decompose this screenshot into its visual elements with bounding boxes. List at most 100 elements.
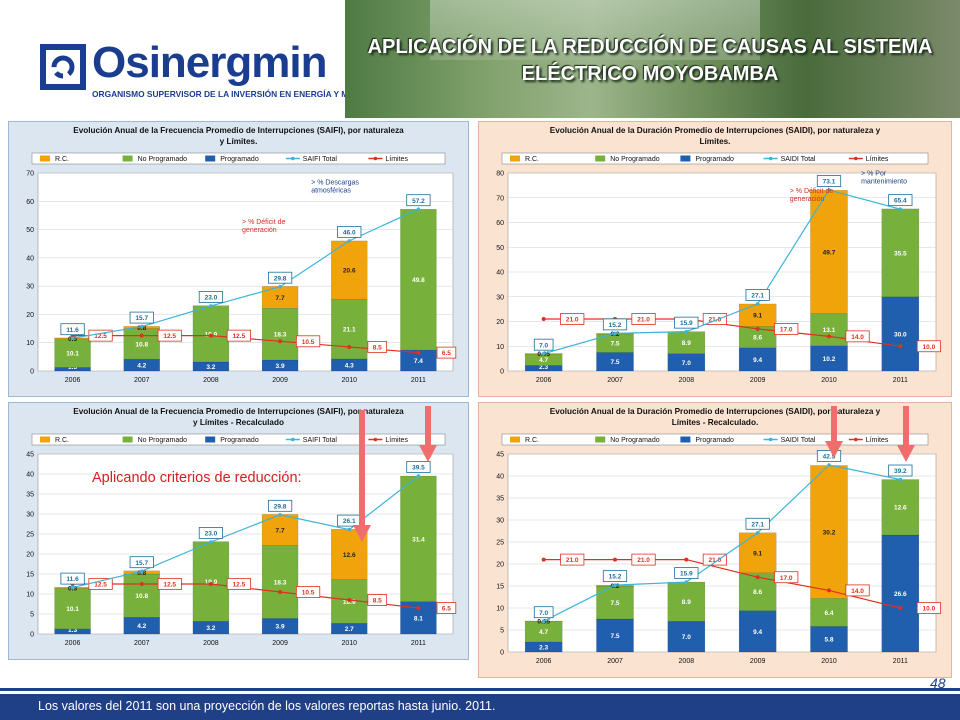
bar-rc-label: 12.6 — [343, 552, 356, 559]
y-tick-label: 0 — [500, 650, 504, 657]
total-label-box — [602, 318, 628, 331]
x-tick-label: 2009 — [272, 640, 288, 647]
total-label: 29.8 — [274, 503, 287, 510]
bar-no-programado — [192, 305, 230, 363]
bar-no-programado — [810, 598, 848, 627]
y-tick-label: 50 — [496, 245, 504, 252]
logo-wordmark: Osinergmin — [92, 38, 327, 87]
limites-label: 17.0 — [780, 575, 793, 582]
legend-marker — [291, 437, 295, 442]
x-tick-label: 2007 — [134, 377, 150, 384]
limites-line — [543, 559, 901, 609]
limites-point — [416, 350, 421, 355]
limites-point — [613, 557, 617, 562]
total-point — [755, 530, 760, 535]
y-tick-label: 10 — [496, 606, 504, 613]
legend-label: SAIDI Total — [781, 437, 816, 444]
total-point — [347, 239, 352, 243]
legend-marker — [373, 437, 378, 442]
legend-swatch — [680, 436, 691, 443]
limites-label-box — [157, 578, 182, 590]
y-tick-label: 20 — [496, 562, 504, 569]
bar-no-programado — [261, 544, 299, 619]
chart-title-line2: y Límites - Recalculado — [193, 418, 284, 427]
y-tick-label: 40 — [496, 474, 504, 481]
bar-programado-label: 3.2 — [206, 625, 215, 632]
x-tick-label: 2009 — [750, 658, 766, 665]
chart-svg: Evolución Anual de la Frecuencia Promedi… — [8, 121, 469, 397]
limites-label: 12.5 — [233, 582, 246, 589]
limites-label: 17.0 — [780, 327, 793, 334]
bar-programado-label: 7.4 — [414, 358, 423, 365]
bar-no-programado-label: 7.5 — [610, 341, 619, 348]
x-tick-label: 2009 — [272, 377, 288, 384]
y-tick-label: 15 — [496, 584, 504, 591]
bar-programado-label: 7.0 — [682, 634, 691, 641]
x-tick-label: 2010 — [341, 640, 357, 647]
total-point — [70, 336, 75, 340]
legend-label: Programado — [220, 437, 259, 444]
bar-no-programado-label: 10.9 — [343, 599, 356, 606]
limites-label-box — [226, 329, 251, 342]
chart-title-line1: Evolución Anual de la Duración Promedio … — [550, 407, 881, 416]
limites-point — [827, 588, 831, 593]
legend-swatch — [40, 155, 50, 162]
limites-point — [541, 317, 546, 322]
legend-label: R.C. — [55, 437, 69, 444]
total-label-box — [129, 311, 154, 324]
bar-rc — [810, 465, 848, 599]
limites-label-box — [157, 329, 182, 342]
chart-annotation: > % Por — [861, 170, 887, 177]
total-label-box — [674, 316, 699, 329]
total-label-box — [60, 572, 85, 585]
total-label-box — [198, 291, 224, 303]
limites-label-box — [295, 335, 321, 348]
total-point — [416, 207, 421, 212]
logo-subtitle: ORGANISMO SUPERVISOR DE LA INVERSIÓN EN … — [92, 89, 377, 99]
total-point — [209, 540, 213, 544]
bar-no-programado-label: 31.4 — [412, 536, 425, 543]
total-label: 26.1 — [343, 518, 356, 525]
legend-label: Programado — [695, 156, 734, 163]
total-point — [613, 331, 617, 336]
chart-title-line2: y Límites. — [220, 137, 258, 146]
legend-label: Límites — [866, 156, 889, 163]
y-tick-label: 20 — [26, 312, 34, 319]
bar-programado-label: 5.8 — [824, 637, 833, 644]
bar-rc-label: 9.1 — [753, 313, 762, 320]
limites-label-box — [845, 330, 870, 343]
legend-label: Límites — [385, 156, 408, 163]
total-label-box — [602, 570, 628, 583]
limites-point — [755, 575, 760, 580]
y-tick-label: 10 — [26, 340, 34, 347]
bar-rc-label: 7.7 — [276, 295, 285, 302]
limites-label-box — [916, 340, 941, 353]
limites-label: 12.5 — [163, 333, 176, 340]
legend-swatch — [205, 155, 216, 162]
total-label-box — [745, 289, 770, 301]
limites-point — [541, 557, 546, 562]
x-tick-label: 2007 — [134, 640, 150, 647]
limites-label-box — [295, 586, 321, 598]
limites-label-box — [226, 578, 251, 590]
bar-programado — [881, 296, 920, 372]
logo-area: Osinergmin ORGANISMO SUPERVISOR DE LA IN… — [0, 0, 377, 118]
chart-annotation: generación — [790, 196, 825, 203]
legend-marker — [373, 156, 378, 161]
y-tick-label: 70 — [26, 171, 34, 178]
legend-swatch — [205, 436, 216, 443]
chart-title-line1: Evolución Anual de la Frecuencia Promedi… — [73, 407, 404, 416]
limites-label: 12.5 — [94, 333, 107, 340]
bar-no-programado — [331, 298, 368, 360]
total-label: 15.7 — [135, 315, 148, 322]
limites-point — [347, 344, 352, 349]
limites-label: 8.5 — [373, 345, 382, 352]
total-label: 15.7 — [135, 560, 148, 567]
chart-svg: Evolución Anual de la Duración Promedio … — [478, 121, 952, 397]
limites-label: 12.5 — [163, 582, 176, 589]
y-tick-label: 40 — [26, 255, 34, 262]
bar-rc-label: 9.1 — [753, 550, 762, 557]
total-point — [898, 477, 903, 482]
legend-label: No Programado — [138, 437, 188, 444]
legend-box — [501, 152, 929, 165]
